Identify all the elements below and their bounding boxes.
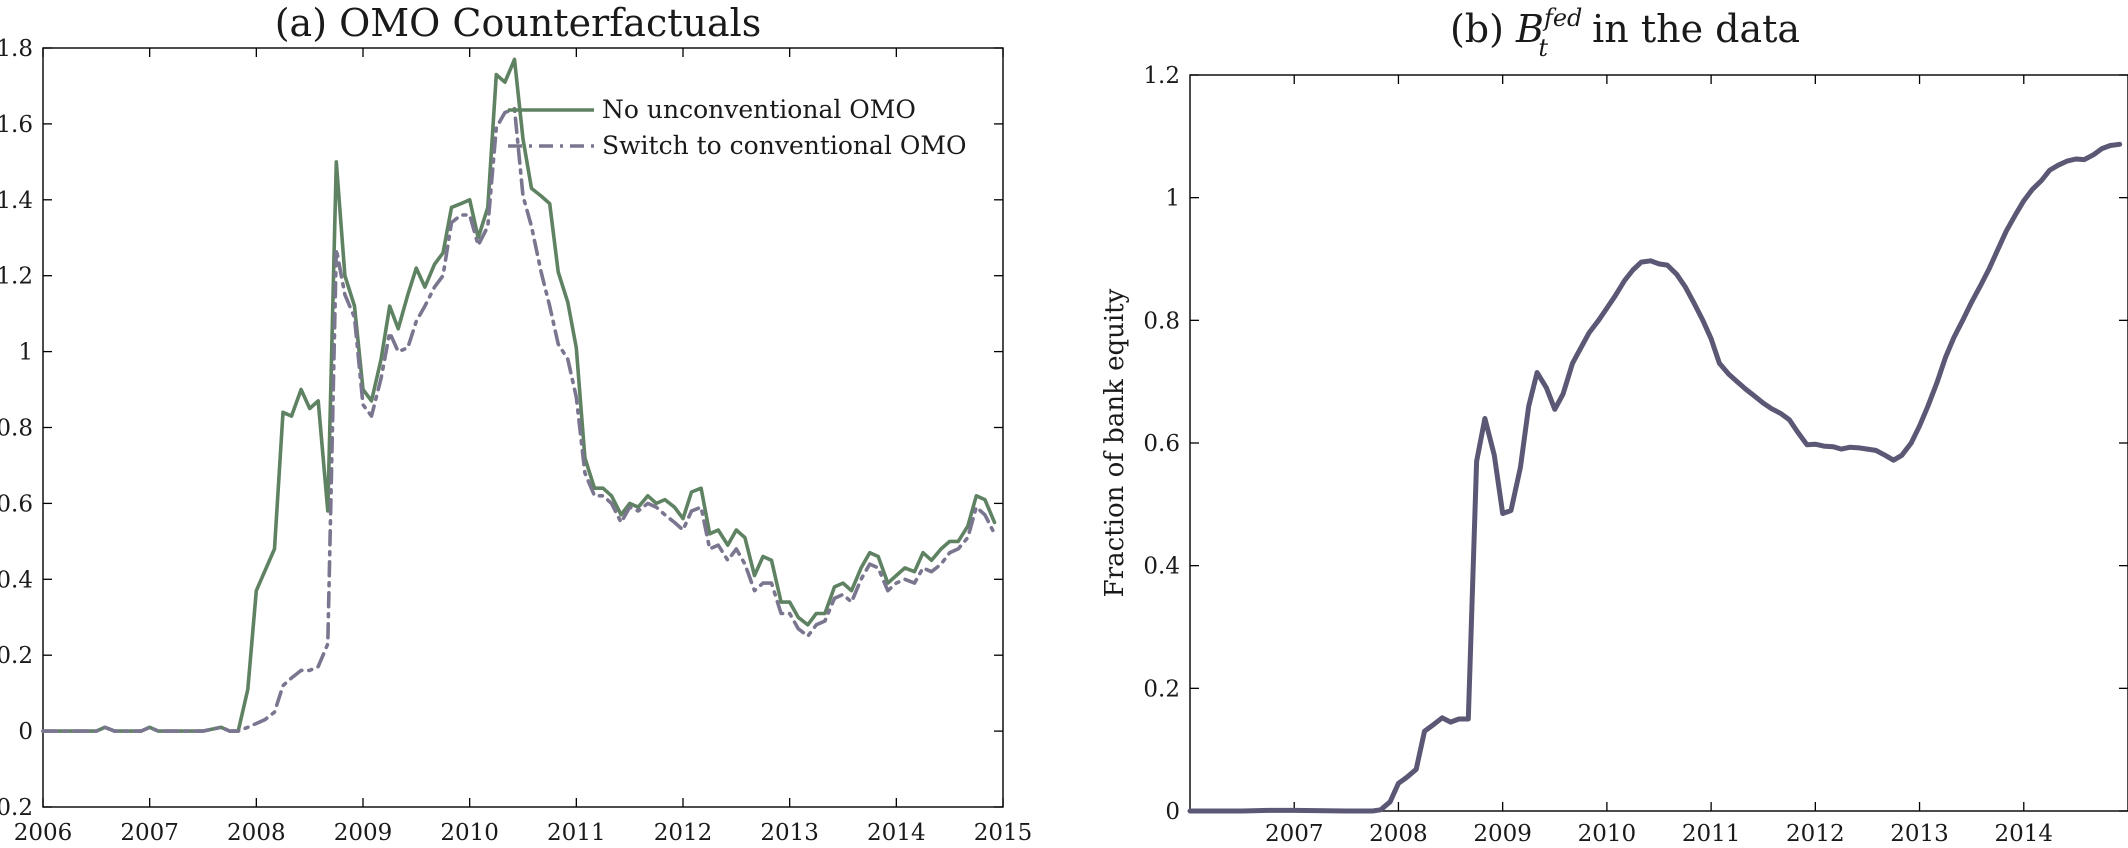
panel-b-title: (b) Bfed t in the data (1450, 4, 1800, 62)
panel-b-x-tick-label-2010: 2010 (1578, 821, 1637, 847)
panel-b-x-tick-label-2013: 2013 (1890, 821, 1949, 847)
panel-b-y-tick-label-1: 1 (1165, 186, 1180, 212)
panel-a-x-tick-label-2007: 2007 (120, 820, 179, 846)
panel-a-y-tick-label-0-8: 0.8 (0, 416, 33, 442)
panel-b-x-tick-label-2008: 2008 (1369, 821, 1428, 847)
panel-a-x-tick-label-2009: 2009 (334, 820, 393, 846)
panel-b-title-superscript: fed (1542, 4, 1582, 32)
panel-a-series-line-switch-to-conventional-omo (41, 106, 997, 733)
panel-b-x-tick-label-2009: 2009 (1473, 821, 1532, 847)
panel-a-y-tick-label-1-4: 1.4 (0, 188, 33, 214)
panel-a-x-tick-label-2013: 2013 (760, 820, 819, 846)
panel-a-x-tick-label-2012: 2012 (654, 820, 713, 846)
panel-a-y-tick-label-0-2: 0.2 (0, 643, 33, 669)
panel-a-x-tick-label-2011: 2011 (547, 820, 606, 846)
panel-a-y-tick-label-0-6: 0.6 (0, 491, 33, 517)
panel-b-y-tick-label-0: 0 (1165, 799, 1180, 825)
panel-a-x-tick-label-2006: 2006 (14, 820, 73, 846)
panel-a-y-tick-label-0: 0 (18, 719, 33, 745)
panel-a-omo-counterfactuals: (a) OMO Counterfactuals 2006 2007 2008 2009… (0, 1, 1032, 846)
panel-b-y-tick-label-0-2: 0.2 (1143, 676, 1180, 702)
panel-a-x-ticks: 2006 2007 2008 2009 2010 2011 2012 2013 2014 2015 (14, 48, 1033, 846)
panel-a-x-tick-label-2008: 2008 (227, 820, 286, 846)
panel-b-title-prefix: (b) (1450, 7, 1516, 51)
panel-b-y-tick-label-0-6: 0.6 (1143, 431, 1180, 457)
panel-a-y-tick-label-1-2: 1.2 (0, 264, 33, 290)
panel-b-x-tick-label-2007: 2007 (1265, 821, 1324, 847)
panel-b-plot-frame (1189, 74, 2128, 812)
panel-a-y-tick-label-0-2: -0.2 (0, 795, 33, 821)
panel-a-plot-frame (42, 47, 1004, 808)
panel-a-legend: No unconventional OMO Switch to conventi… (508, 95, 966, 160)
panel-a-x-tick-label-2014: 2014 (867, 820, 926, 846)
panel-b-x-tick-label-2012: 2012 (1786, 821, 1845, 847)
panel-b-x-tick-label-2014: 2014 (1995, 821, 2054, 847)
panel-b-y-tick-label-1-2: 1.2 (1143, 63, 1180, 89)
panel-a-y-tick-label-1-6: 1.6 (0, 112, 33, 138)
panel-a-y-tick-label-1: 1 (18, 340, 33, 366)
panel-b-title-subscript: t (1538, 34, 1548, 62)
panel-b-bfed-in-data: (b) Bfed t in the data Fraction of bank e… (1100, 4, 2128, 847)
panel-b-series-line-main (1187, 141, 2123, 814)
panel-b-x-ticks: 2007 2008 2009 2010 2011 2012 2013 2014 (1265, 75, 2053, 847)
panel-a-x-tick-label-2010: 2010 (440, 820, 499, 846)
panel-b-y-tick-label-0-8: 0.8 (1143, 308, 1180, 334)
panel-a-y-tick-label-0-4: 0.4 (0, 567, 33, 593)
panel-b-x-tick-label-2011: 2011 (1682, 821, 1741, 847)
panel-a-x-tick-label-2015: 2015 (974, 820, 1033, 846)
panel-a-y-tick-label-1-8: 1.8 (0, 36, 33, 62)
panel-b-title-base: B (1515, 7, 1544, 51)
panel-a-title: (a) OMO Counterfactuals (275, 1, 762, 45)
panel-a-y-ticks: -0.2 0 0.2 0.4 0.6 0.8 1 1.2 1.4 1.6 1.8 (0, 36, 1003, 821)
panel-a-series (41, 57, 997, 733)
legend-label-switch-to-conventional-omo: Switch to conventional OMO (602, 131, 966, 160)
legend-label-no-unconventional-omo: No unconventional OMO (602, 95, 916, 124)
panel-b-y-tick-label-0-4: 0.4 (1143, 554, 1180, 580)
panel-b-y-ticks: 0 0.2 0.4 0.6 0.8 1 1.2 (1143, 63, 2128, 825)
panel-b-series (1187, 141, 2123, 814)
panel-b-title-suffix: in the data (1580, 7, 1800, 51)
panel-a-series-line-no-unconventional-omo (41, 57, 997, 733)
panel-b-y-axis-label: Fraction of bank equity (1100, 288, 1130, 597)
